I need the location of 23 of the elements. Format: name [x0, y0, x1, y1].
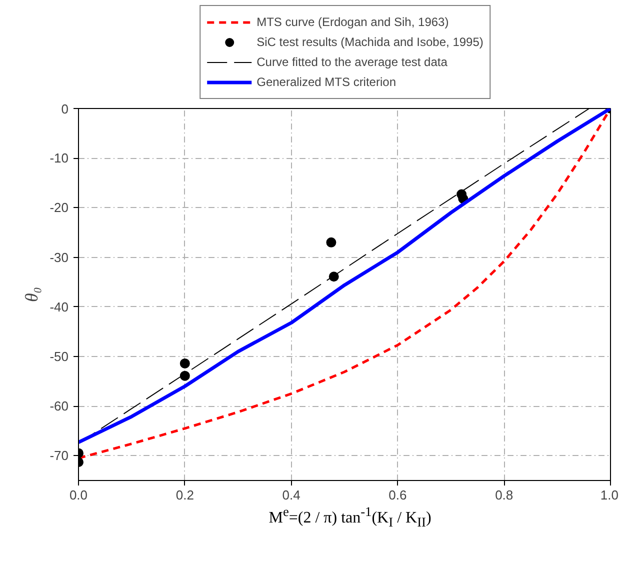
y-axis-title: θ₀ [22, 286, 42, 302]
x-tick-label: 0.2 [176, 488, 194, 502]
y-tick-label: -60 [50, 398, 69, 414]
y-tick-label: -50 [50, 349, 69, 364]
text: M$^{e}$=(2 / π) tan$^{-1}$(K$_{I}$ / K$_{II}$) [268, 504, 432, 530]
x-tick-label: 0.0 [69, 488, 88, 502]
y-tick-label: -30 [50, 250, 69, 265]
legend-label: Generalized MTS criterion [256, 74, 396, 91]
x-tick-label: 1.0 [600, 488, 619, 502]
legend-label: SiC test results (Machida and Isobe, 1995) [256, 34, 484, 51]
y-tick-label: -10 [50, 150, 69, 166]
y-tick-label: -20 [50, 200, 69, 216]
y-tick-label: -40 [50, 299, 69, 314]
x-tick-label: 0.4 [282, 488, 300, 502]
x-tick-label: 0.6 [388, 488, 407, 502]
legend-label: Curve fitted to the average test data [256, 54, 448, 71]
point [180, 358, 190, 368]
point [326, 237, 336, 248]
y-tick-label: 0 [61, 102, 69, 116]
legend-label: MTS curve (Erdogan and Sih, 1963) [256, 14, 449, 31]
y-tick-label: -70 [50, 448, 69, 464]
x-tick-label: 0.8 [495, 488, 514, 502]
point [180, 370, 190, 381]
